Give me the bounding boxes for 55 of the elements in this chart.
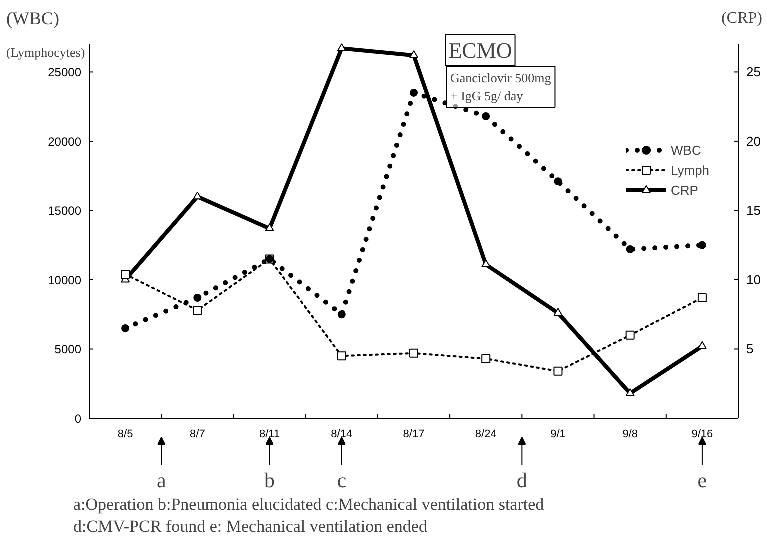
- point: [698, 293, 707, 302]
- text: a: [156, 468, 167, 492]
- x-tick-label: 9/16: [692, 428, 714, 440]
- point: [626, 388, 635, 396]
- y-axis-title: (WBC) (Lymphocytes): [6, 8, 86, 60]
- point: [338, 310, 346, 319]
- text: d:CMV-PCR found e: Mechanical ventilation ended: [74, 517, 428, 536]
- y2-tick-label: 5: [746, 342, 754, 357]
- point: [265, 224, 274, 232]
- x-tick-label: 8/17: [403, 428, 425, 440]
- y-tick-label: 10000: [48, 273, 82, 288]
- y2-tick-label: 20: [746, 134, 761, 149]
- point: [482, 112, 490, 121]
- x-tick-label: 9/1: [550, 428, 566, 440]
- y-tick-label: 25000: [48, 66, 82, 80]
- point: [410, 348, 418, 358]
- y2-tick-label: 15: [746, 203, 761, 218]
- legend-label: WBC: [671, 142, 702, 158]
- y2-tick-label: 25: [746, 64, 761, 80]
- point: [554, 178, 562, 186]
- y-tick-label: 15000: [48, 204, 82, 218]
- point: [410, 88, 418, 97]
- point: [410, 50, 418, 58]
- text: d: [516, 468, 528, 492]
- legend-label: Lymph: [671, 162, 710, 178]
- point: [121, 270, 130, 279]
- point: [554, 308, 563, 316]
- y-tick-label: 5000: [54, 342, 82, 357]
- point: [337, 44, 346, 52]
- point: [626, 246, 634, 254]
- point: [193, 306, 202, 315]
- point: [122, 324, 130, 332]
- point: [626, 330, 635, 340]
- point: [337, 352, 346, 361]
- text: e: [698, 468, 708, 492]
- y2-axis-title: (CRP): [722, 10, 763, 27]
- annotation: Ganciclovir 500mg + IgG 5g/ day: [450, 70, 552, 104]
- x-tick-label: 8/5: [118, 428, 134, 440]
- point: [554, 366, 563, 376]
- y-tick-label: 20000: [48, 134, 82, 149]
- x-tick-label: 8/7: [190, 428, 206, 440]
- point: [698, 241, 706, 250]
- annotation: ECMO: [448, 38, 512, 63]
- x-tick-label: 8/24: [475, 428, 497, 440]
- x-tick-label: 8/11: [259, 428, 280, 440]
- x-tick-label: 9/8: [622, 428, 638, 440]
- text: c: [337, 468, 347, 492]
- legend-label: CRP: [671, 182, 698, 198]
- point: [194, 294, 202, 302]
- y2-tick-label: 10: [746, 272, 761, 288]
- x-tick-label: 8/14: [331, 428, 353, 440]
- y-tick-label: 0: [74, 412, 82, 426]
- text: b: [264, 468, 276, 492]
- point: [482, 354, 491, 364]
- text: a:Operation b:Pneumonia elucidated c:Mechanical ventilation started: [74, 495, 545, 514]
